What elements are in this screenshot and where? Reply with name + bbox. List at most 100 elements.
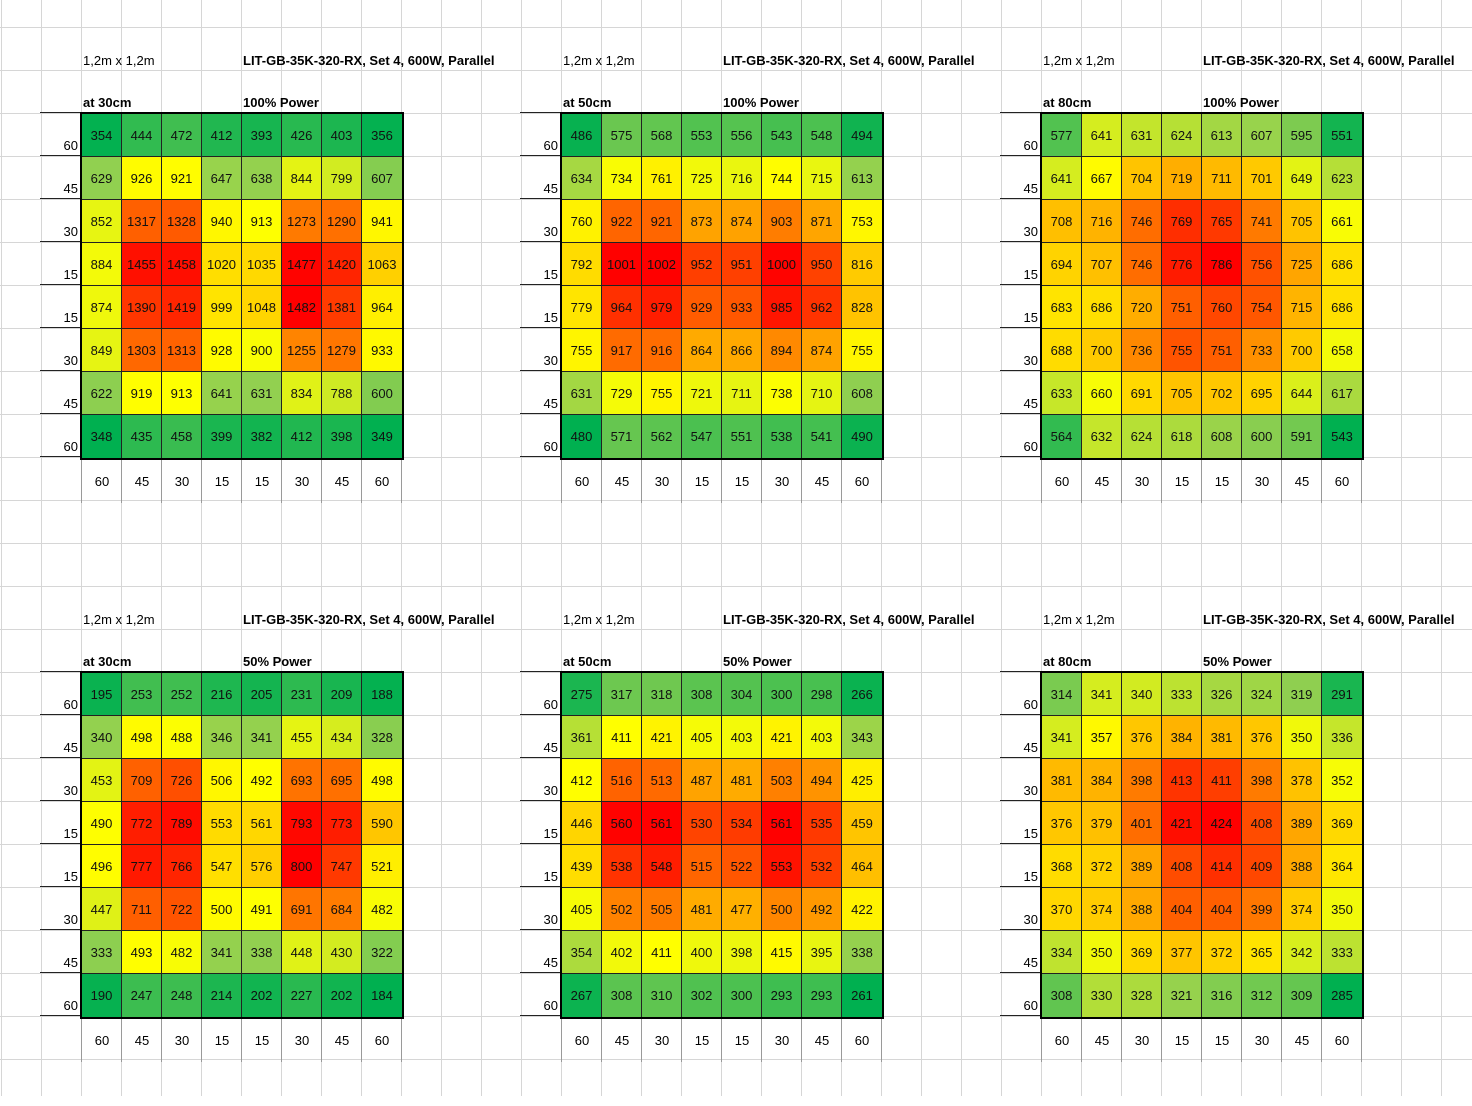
row-separator bbox=[520, 370, 560, 371]
heatmap-cell: 631 bbox=[1122, 114, 1162, 157]
heatmap-cell: 506 bbox=[202, 759, 242, 802]
heatmap-cell: 561 bbox=[242, 802, 282, 845]
heatmap-cell: 439 bbox=[562, 845, 602, 888]
heatmap-cell: 395 bbox=[802, 931, 842, 974]
heatmap-cell: 751 bbox=[1162, 286, 1202, 329]
row-separator bbox=[40, 671, 80, 672]
heatmap-cell: 715 bbox=[802, 157, 842, 200]
column-separator bbox=[641, 1019, 642, 1062]
row-label: 60 bbox=[63, 697, 78, 712]
heatmap-cell: 340 bbox=[82, 716, 122, 759]
row-label: 30 bbox=[543, 353, 558, 368]
heatmap-cell: 421 bbox=[762, 716, 802, 759]
heatmap-cell: 422 bbox=[842, 888, 882, 931]
heatmap-cell: 1420 bbox=[322, 243, 362, 286]
heatmap-cell: 556 bbox=[722, 114, 762, 157]
heatmap-cell: 746 bbox=[1122, 200, 1162, 243]
heatmap-cell: 412 bbox=[562, 759, 602, 802]
heatmap-cell: 755 bbox=[1162, 329, 1202, 372]
heatmap-cell: 398 bbox=[1122, 759, 1162, 802]
heatmap-cell: 695 bbox=[322, 759, 362, 802]
heatmap-cell: 412 bbox=[202, 114, 242, 157]
row-separator bbox=[1000, 886, 1040, 887]
heatmap-cell: 261 bbox=[842, 974, 882, 1017]
heatmap-cell: 333 bbox=[1322, 931, 1362, 974]
row-separator bbox=[40, 1015, 80, 1016]
row-label: 15 bbox=[1023, 826, 1038, 841]
heatmap-cell: 481 bbox=[722, 759, 762, 802]
heatmap-cell: 788 bbox=[322, 372, 362, 415]
heatmap-cell: 382 bbox=[242, 415, 282, 458]
power-label: 100% Power bbox=[1203, 95, 1279, 110]
column-label: 45 bbox=[1094, 1033, 1110, 1048]
column-separator bbox=[1321, 460, 1322, 503]
heatmap-cell: 873 bbox=[682, 200, 722, 243]
heatmap-cell: 534 bbox=[722, 802, 762, 845]
heatmap-cell: 369 bbox=[1122, 931, 1162, 974]
row-label: 30 bbox=[1023, 783, 1038, 798]
row-separator bbox=[1000, 155, 1040, 156]
heatmap-cell: 633 bbox=[1042, 372, 1082, 415]
column-label: 30 bbox=[294, 1033, 310, 1048]
row-separator bbox=[520, 671, 560, 672]
heatmap-cell: 379 bbox=[1082, 802, 1122, 845]
heatmap-cell: 346 bbox=[202, 716, 242, 759]
column-label: 15 bbox=[1214, 474, 1230, 489]
heatmap-cell: 399 bbox=[1242, 888, 1282, 931]
row-separator bbox=[1000, 456, 1040, 457]
column-label: 45 bbox=[1294, 474, 1310, 489]
row-separator bbox=[520, 456, 560, 457]
heatmap-cell: 561 bbox=[642, 802, 682, 845]
column-separator bbox=[681, 1019, 682, 1062]
column-label: 30 bbox=[1254, 1033, 1270, 1048]
row-label: 60 bbox=[543, 697, 558, 712]
heatmap-grid: 354 444 472 412 393 426 403 356 629 926 921 647 638 8… bbox=[80, 112, 404, 460]
column-separator bbox=[81, 1019, 82, 1062]
column-label: 60 bbox=[574, 1033, 590, 1048]
row-separator bbox=[1000, 370, 1040, 371]
heatmap-cell: 688 bbox=[1042, 329, 1082, 372]
heatmap-cell: 378 bbox=[1282, 759, 1322, 802]
heatmap-cell: 403 bbox=[322, 114, 362, 157]
heatmap-cell: 715 bbox=[1282, 286, 1322, 329]
heatmap-cell: 917 bbox=[602, 329, 642, 372]
heatmap-cell: 324 bbox=[1242, 673, 1282, 716]
heatmap-cell: 424 bbox=[1202, 802, 1242, 845]
heatmap-cell: 413 bbox=[1162, 759, 1202, 802]
column-separator bbox=[1241, 1019, 1242, 1062]
heatmap-cell: 683 bbox=[1042, 286, 1082, 329]
heatmap-cell: 929 bbox=[682, 286, 722, 329]
heatmap-cell: 252 bbox=[162, 673, 202, 716]
column-label: 45 bbox=[334, 1033, 350, 1048]
heatmap-cell: 401 bbox=[1122, 802, 1162, 845]
column-label: 15 bbox=[694, 1033, 710, 1048]
column-separator bbox=[161, 460, 162, 503]
heatmap-cell: 330 bbox=[1082, 974, 1122, 1017]
heatmap-cell: 480 bbox=[562, 415, 602, 458]
column-label: 15 bbox=[694, 474, 710, 489]
column-label: 60 bbox=[1054, 474, 1070, 489]
heatmap-cell: 435 bbox=[122, 415, 162, 458]
heatmap-cell: 300 bbox=[722, 974, 762, 1017]
column-separator bbox=[721, 460, 722, 503]
column-label: 60 bbox=[374, 474, 390, 489]
row-separator bbox=[40, 370, 80, 371]
heatmap-cell: 884 bbox=[82, 243, 122, 286]
heatmap-cell: 844 bbox=[282, 157, 322, 200]
row-separator bbox=[40, 886, 80, 887]
power-label: 50% Power bbox=[1203, 654, 1272, 669]
heatmap-cell: 711 bbox=[722, 372, 762, 415]
heatmap-cell: 613 bbox=[842, 157, 882, 200]
heatmap-cell: 741 bbox=[1242, 200, 1282, 243]
column-label: 45 bbox=[1094, 474, 1110, 489]
row-label: 45 bbox=[63, 740, 78, 755]
heatmap-cell: 515 bbox=[682, 845, 722, 888]
heatmap-cell: 747 bbox=[322, 845, 362, 888]
heatmap-cell: 562 bbox=[642, 415, 682, 458]
heatmap-cell: 632 bbox=[1082, 415, 1122, 458]
row-label: 30 bbox=[543, 912, 558, 927]
heatmap-cell: 491 bbox=[242, 888, 282, 931]
column-separator bbox=[761, 1019, 762, 1062]
heatmap-panel: 1,2m x 1,2m LIT-GB-35K-320-RX, Set 4, 600… bbox=[40, 586, 494, 1106]
heatmap-cell: 940 bbox=[202, 200, 242, 243]
